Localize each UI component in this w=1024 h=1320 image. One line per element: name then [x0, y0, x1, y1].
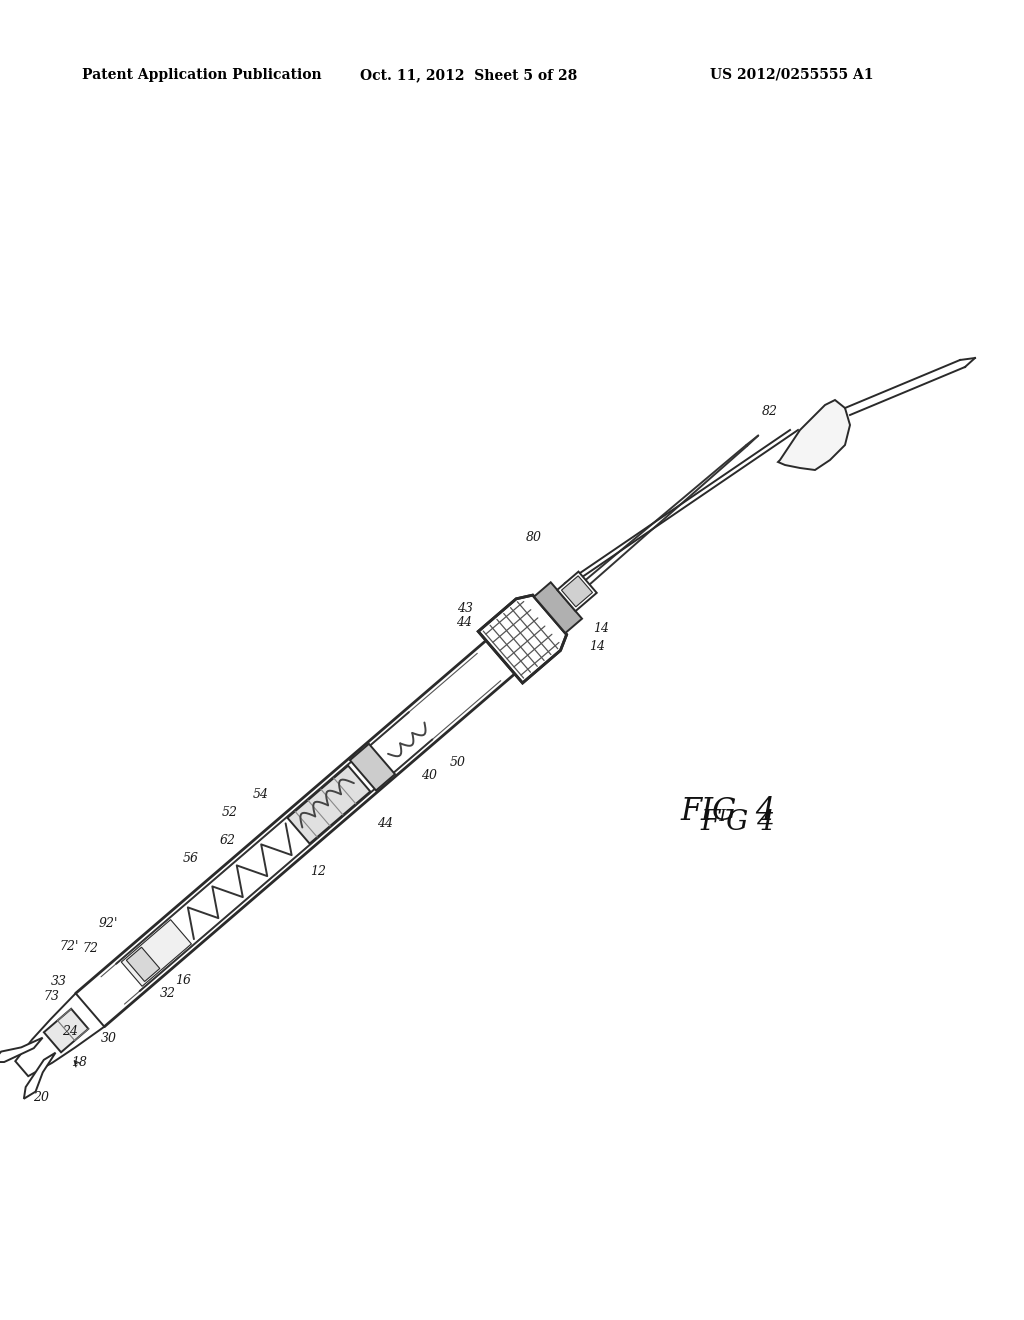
Text: F: F [680, 796, 701, 828]
Polygon shape [24, 1053, 55, 1098]
Polygon shape [44, 1008, 88, 1052]
Text: 73: 73 [44, 990, 59, 1003]
Text: 16: 16 [175, 974, 191, 987]
Text: 56: 56 [182, 851, 199, 865]
Polygon shape [778, 400, 850, 470]
Text: IG  4: IG 4 [700, 796, 775, 828]
Text: 20: 20 [33, 1090, 48, 1104]
Text: 14: 14 [593, 622, 609, 635]
Text: 24: 24 [62, 1024, 78, 1038]
Polygon shape [535, 582, 582, 634]
Polygon shape [15, 994, 104, 1076]
Text: 40: 40 [421, 768, 437, 781]
Text: 92': 92' [98, 917, 118, 931]
Text: 43: 43 [457, 602, 473, 615]
Text: 52: 52 [222, 807, 239, 820]
Text: 72: 72 [82, 942, 98, 956]
Polygon shape [350, 744, 395, 791]
Polygon shape [478, 595, 566, 682]
Text: Patent Application Publication: Patent Application Publication [82, 69, 322, 82]
Polygon shape [126, 948, 160, 982]
Text: 80: 80 [526, 532, 542, 544]
Text: 50: 50 [450, 756, 465, 768]
Text: 82: 82 [762, 405, 778, 418]
Polygon shape [561, 576, 593, 607]
Text: 44: 44 [377, 817, 392, 830]
Polygon shape [288, 766, 371, 843]
Polygon shape [121, 920, 191, 986]
Text: Oct. 11, 2012  Sheet 5 of 28: Oct. 11, 2012 Sheet 5 of 28 [360, 69, 578, 82]
Text: US 2012/0255555 A1: US 2012/0255555 A1 [710, 69, 873, 82]
Polygon shape [0, 1038, 43, 1063]
Text: FᴵG 4: FᴵG 4 [700, 809, 775, 836]
Text: 12: 12 [310, 866, 327, 878]
Text: 72': 72' [59, 940, 79, 953]
Text: 18: 18 [71, 1056, 87, 1069]
Text: 30: 30 [100, 1032, 117, 1045]
Text: 32: 32 [160, 987, 176, 1001]
Polygon shape [557, 572, 597, 611]
Text: 33: 33 [51, 975, 67, 989]
Text: 54: 54 [253, 788, 269, 801]
Text: 62: 62 [220, 834, 236, 847]
Text: 44: 44 [456, 615, 472, 628]
Text: 14: 14 [589, 640, 605, 653]
